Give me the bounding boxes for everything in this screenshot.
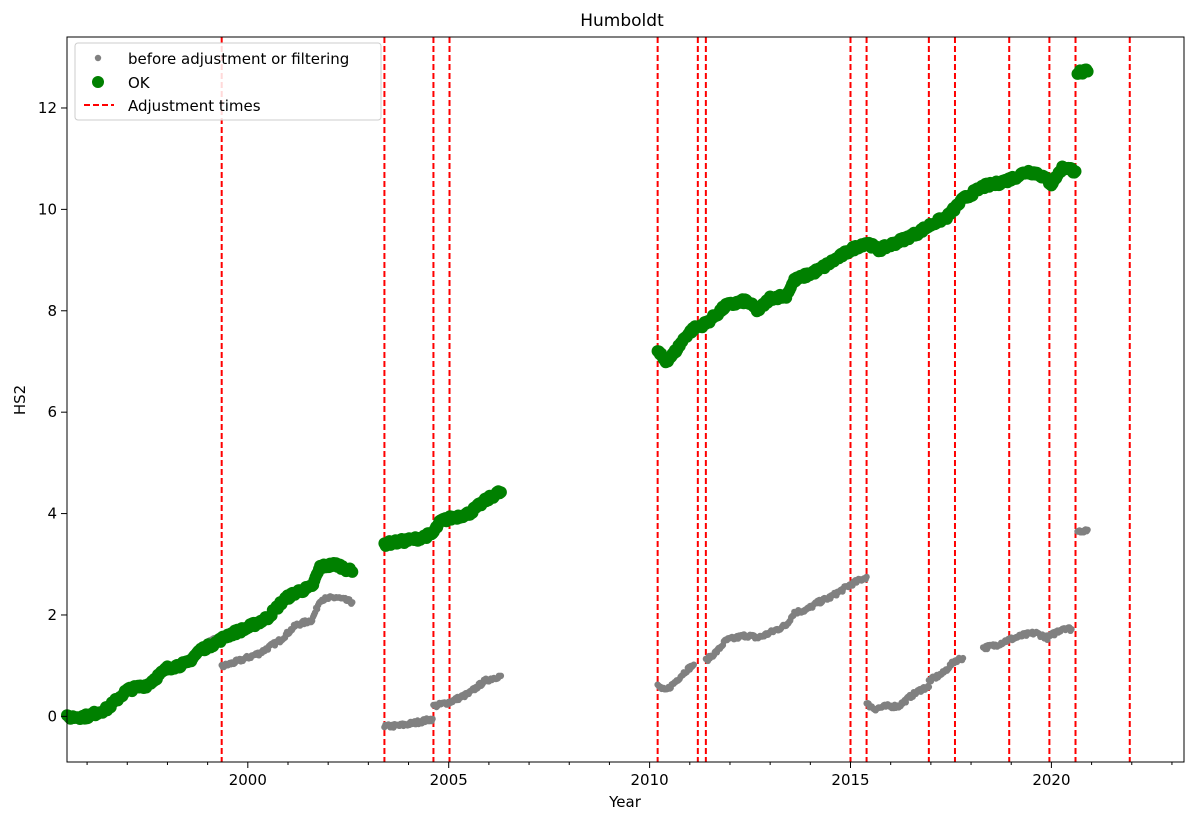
y-tick-label: 12 [38,99,57,117]
data-point [959,654,967,662]
data-point [429,715,436,723]
legend-marker-gray [94,54,102,62]
x-tick-label: 2010 [631,771,669,789]
y-tick-label: 10 [38,200,57,218]
data-point [863,573,870,581]
data-point [925,683,933,691]
plot-frame [66,36,1185,763]
plot-background [67,37,1184,762]
data-point [1081,65,1094,78]
y-tick-label: 8 [47,302,57,320]
data-point [1084,526,1091,533]
y-tick-label: 6 [47,403,57,421]
y-axis-label: HS2 [11,385,29,415]
data-point [494,486,507,499]
legend-label-adjustment: Adjustment times [128,97,261,115]
data-point [1069,165,1082,178]
legend-label-ok: OK [128,74,151,92]
data-point [497,672,505,679]
legend: before adjustment or filtering OK Adjust… [74,42,382,121]
legend-label-gray: before adjustment or filtering [128,50,349,68]
green-series [61,63,1094,725]
legend-marker-ok [92,76,104,88]
plot-area [61,36,1185,763]
x-tick-label: 2000 [229,771,267,789]
y-tick-label: 4 [47,505,57,523]
y-axis: 0 2 4 6 8 10 12 [38,99,67,725]
legend-box [74,42,382,121]
x-axis-label: Year [608,793,642,811]
x-tick-label: 2020 [1032,771,1070,789]
chart-title: Humboldt [580,11,664,31]
x-axis: 2000 2005 2010 2015 2020 [86,762,1173,789]
data-point [346,565,359,578]
y-tick-label: 0 [47,707,57,725]
data-point [1068,626,1075,633]
x-tick-label: 2015 [831,771,869,789]
x-tick-label: 2005 [430,771,468,789]
y-tick-label: 2 [47,606,57,624]
data-point [690,661,697,668]
data-point [349,599,356,606]
